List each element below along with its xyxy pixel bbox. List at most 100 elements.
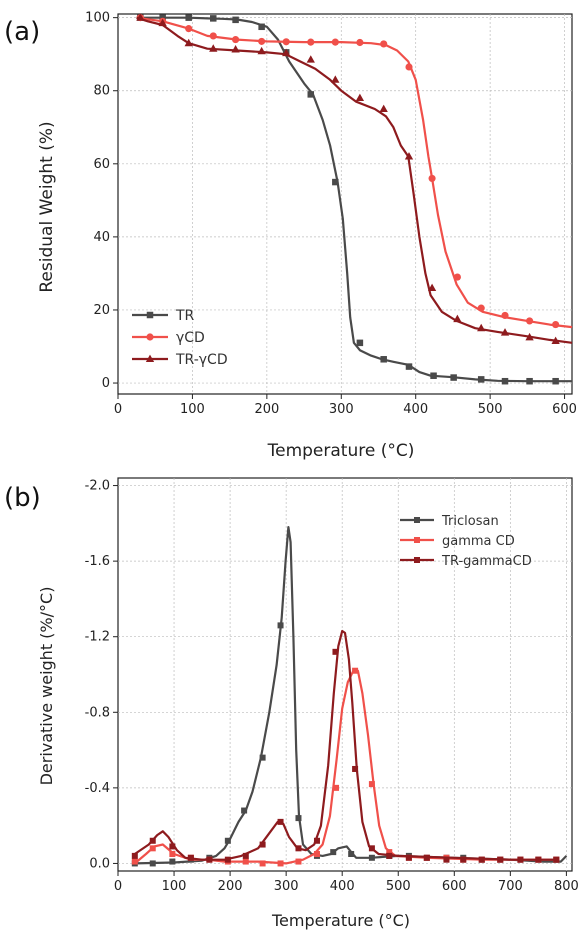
panel-a-data-point: [306, 55, 315, 63]
panel-a-data-point: [404, 152, 414, 160]
panel-b-data-point: [535, 856, 542, 863]
panel-a-data-point: [209, 44, 218, 52]
panel-b-data-point: [478, 856, 485, 863]
panel-b-data-point: [149, 860, 156, 867]
panel-b-xtick-label: 800: [554, 879, 579, 894]
panel-a-data-point: [209, 32, 217, 40]
panel-a-data-point: [477, 304, 485, 312]
panel-b-data-point: [169, 843, 176, 850]
panel-a-data-point: [159, 14, 166, 21]
panel-b-data-point: [313, 837, 320, 844]
panel-a-data-point: [500, 328, 510, 336]
panel-b-data-point: [332, 648, 339, 655]
panel-a-data-point: [526, 377, 533, 385]
panel-b-data-point: [386, 849, 393, 856]
panel-a-ytick-label: 20: [93, 303, 110, 318]
panel-a-data-point: [356, 339, 364, 347]
panel-a-data-point: [258, 37, 266, 45]
panel-b-data-point: [443, 856, 450, 863]
panel-a-xtick-label: 300: [329, 402, 354, 417]
panel-a-ytick-label: 40: [93, 230, 110, 245]
panel-b-data-point: [368, 854, 375, 861]
panel-a-legend-marker: [146, 311, 154, 319]
panel-b-data-point: [352, 765, 359, 772]
panel-b-data-point: [460, 856, 467, 863]
panel-b-data-point: [259, 860, 266, 867]
panel-b-data-point: [169, 850, 176, 857]
panel-a-plot: 0 100 200 300 400 500 600 0 20 40 60 80 100 TR γCD TR-γ…: [85, 11, 577, 417]
panel-b-data-point: [277, 818, 284, 825]
panel-b-ytick-label: -0.8: [85, 705, 110, 720]
panel-a-xtick-label: 500: [478, 402, 503, 417]
panel-b-data-point: [277, 622, 284, 629]
panel-a-frame: [117, 13, 573, 395]
panel-b-ytick-label: -2.0: [85, 479, 110, 494]
panel-b-frame: [117, 477, 573, 872]
panel-a-legend-marker: [145, 354, 155, 363]
panel-b-plot: 0 100 200 300 400 500 600 700 800 0.0 -0.4 -0.8 -1.2…: [85, 477, 579, 894]
panel-b-data-point: [149, 837, 156, 844]
panel-a-data-point: [405, 363, 413, 370]
panel-b-legend-marker: [414, 537, 420, 543]
panel-b-data-point: [313, 850, 320, 857]
panel-a-legend-label: TR-γCD: [175, 352, 228, 368]
panel-b-data-point: [348, 850, 355, 857]
panel-a-legend-label: γCD: [176, 330, 205, 346]
panel-b-data-point: [259, 841, 266, 848]
panel-a-xtick-label: 200: [254, 402, 279, 417]
panel-a-data-point: [427, 283, 437, 292]
panel-a-data-point: [158, 18, 167, 27]
panel-a-series-line: [136, 16, 573, 344]
panel-a-data-point: [185, 14, 192, 21]
panel-b-legend-label: TR-gammaCD: [441, 554, 532, 569]
panel-a-ytick-label: 0: [102, 376, 110, 391]
panel-a-data-point: [525, 332, 534, 341]
panel-a-data-point: [453, 273, 461, 281]
panel-b-xlabel: Temperature (°C): [271, 911, 410, 930]
panel-a-data-point: [331, 75, 340, 83]
panel-a-data-point: [232, 16, 239, 24]
panel-b-data-point: [333, 784, 340, 791]
panel-a-data-point: [552, 377, 559, 385]
panel-b-ytick-label: -1.2: [85, 630, 110, 645]
panel-b-data-point: [553, 856, 560, 863]
panel-a-xtick-label: 100: [180, 402, 205, 417]
panel-a-data-point: [430, 372, 437, 379]
panel-b-xtick-label: 200: [218, 879, 243, 894]
panel-a-xtick-label: 600: [552, 402, 577, 417]
panel-a-label: (a): [4, 17, 40, 47]
panel-a-xlabel: Temperature (°C): [267, 441, 415, 461]
panel-b-data-point: [368, 845, 375, 852]
panel-b-legend: Triclosan gamma CD TR-gammaCD: [400, 514, 532, 569]
panel-b-data-point: [368, 781, 375, 788]
panel-b-legend-marker: [414, 517, 420, 523]
panel-b-data-point: [295, 815, 302, 822]
panel-b-data-point: [386, 852, 393, 859]
panel-a-legend-label: TR: [175, 308, 195, 324]
panel-b-data-point: [423, 854, 430, 861]
panel-a-data-point: [307, 91, 315, 98]
panel-a-data-point: [356, 38, 364, 47]
panel-a-data-point: [282, 38, 290, 46]
panel-a-data-point: [332, 178, 339, 186]
panel-a-data-point: [501, 377, 509, 385]
panel-a-data-point: [355, 93, 365, 102]
panel-a-data-point: [551, 336, 560, 345]
panel-b-xtick-label: 300: [274, 879, 299, 894]
panel-b-data-point: [277, 860, 284, 867]
panel-b-data-point: [242, 852, 249, 859]
panel-a-data-point: [405, 63, 413, 71]
panel-b-xtick-label: 600: [442, 879, 467, 894]
panel-b-legend-label: gamma CD: [442, 534, 515, 549]
panel-a-xtick-label: 0: [114, 402, 122, 417]
panel-a-data-point: [501, 311, 509, 320]
panel-a-data-point: [210, 15, 217, 22]
panel-a-data-point: [379, 104, 388, 113]
panel-b-label: (b): [4, 483, 41, 513]
panel-b-data-point: [131, 858, 138, 865]
panel-a-legend: TR γCD TR-γCD: [132, 308, 228, 368]
panel-b-data-point: [206, 856, 213, 863]
panel-b-xtick-label: 400: [330, 879, 355, 894]
panel-a-data-point: [136, 13, 145, 21]
